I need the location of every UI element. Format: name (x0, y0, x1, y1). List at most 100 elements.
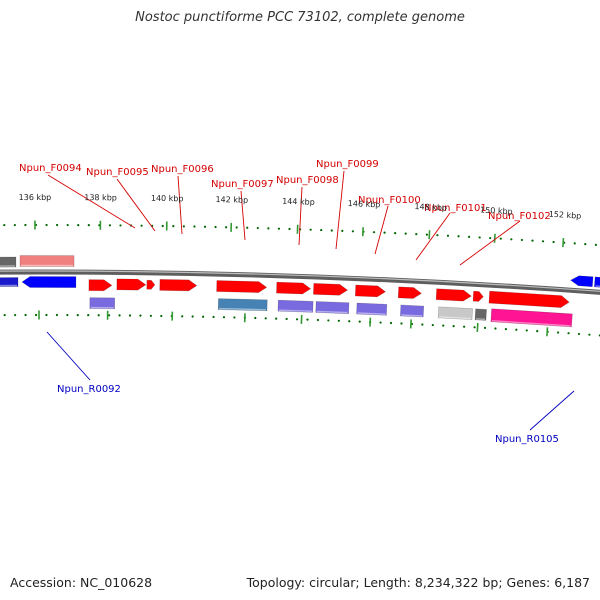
feature-steelblue (217, 298, 268, 312)
minor-tick (3, 313, 6, 317)
minor-tick (541, 240, 545, 243)
callout-line-F0100 (374, 205, 389, 255)
minor-tick (140, 224, 143, 227)
minor-tick (55, 313, 59, 317)
genome-backbone (0, 269, 600, 295)
minor-tick (139, 314, 142, 317)
major-tick (476, 322, 479, 333)
minor-tick (225, 226, 228, 229)
cds-F0097 (216, 280, 268, 293)
gene-label-F0094: Npun_F0094 (19, 163, 82, 174)
scale-label-138kbp: 138 kbp (84, 193, 117, 202)
minor-tick (520, 238, 524, 242)
gene-label-F0096: Npun_F0096 (151, 164, 214, 175)
minor-tick (404, 232, 407, 235)
minor-tick (588, 333, 591, 336)
minor-tick (288, 227, 291, 231)
scale-label-146kbp: 146 kbp (348, 199, 381, 209)
minor-tick (203, 225, 207, 228)
feature-right-blue-2 (594, 276, 600, 288)
minor-tick (24, 313, 27, 317)
feature-purple-2-shine (278, 309, 312, 313)
cds-F0101 (397, 286, 422, 299)
gene-callouts: Npun_F0094 Npun_F0095 Npun_F0096 Npun_F0097… (19, 159, 575, 445)
minor-tick (14, 313, 17, 317)
callout-line-F0102 (459, 220, 521, 266)
callout-line-R0105 (529, 390, 575, 431)
minor-tick (473, 326, 476, 329)
minor-tick (233, 316, 236, 319)
minor-tick (457, 235, 460, 238)
minor-tick (128, 314, 132, 317)
minor-tick (337, 319, 340, 322)
minor-tick (421, 323, 424, 326)
minor-tick (3, 223, 6, 227)
minor-tick (400, 322, 403, 325)
scale-label-140kbp: 140 kbp (151, 194, 184, 204)
outer-tick-track (3, 310, 600, 337)
callout-line-F0101 (415, 212, 451, 261)
minor-tick (309, 228, 312, 231)
feature-purple-5-shine (401, 314, 423, 317)
minor-tick (277, 227, 281, 230)
minor-tick (372, 231, 376, 234)
callout-line-F0095 (116, 178, 156, 232)
callout-line-F0098 (298, 186, 303, 246)
minor-tick (256, 226, 259, 230)
map-title: Nostoc punctiforme PCC 73102, complete g… (135, 10, 465, 25)
feature-left-grey (0, 256, 17, 268)
cds-F0100 (354, 284, 386, 298)
cds-F0102 (488, 290, 570, 308)
minor-tick (222, 316, 226, 319)
minor-tick (172, 225, 175, 228)
minor-tick (201, 315, 205, 318)
topology-summary: Topology: circular; Length: 8,234,322 bp… (246, 575, 590, 590)
cds-F0099 (313, 283, 349, 296)
cds-F0095 (116, 278, 147, 291)
minor-tick (161, 224, 164, 228)
feature-purple-3-shine (316, 310, 348, 314)
feature-darkgrey-shine (476, 318, 486, 321)
minor-tick (254, 316, 257, 320)
minor-tick (246, 226, 249, 229)
callout-line-F0097 (240, 190, 246, 241)
minor-tick (108, 224, 112, 227)
minor-tick (212, 315, 215, 319)
accession-text: Accession: NC_010628 (10, 575, 153, 590)
gene-label-F0098: Npun_F0098 (276, 175, 339, 186)
gene-label-F0101: Npun_F0101 (424, 203, 487, 214)
minor-tick (181, 315, 184, 318)
minor-tick (525, 329, 528, 332)
minor-tick (191, 315, 194, 318)
inner-tick-track (3, 220, 597, 248)
scale-label-136kbp: 136 kbp (19, 193, 52, 202)
minor-tick (306, 318, 309, 321)
minor-tick (182, 225, 185, 228)
minor-tick (264, 317, 267, 320)
minor-tick (275, 317, 278, 320)
minor-tick (77, 223, 80, 227)
gene-label-F0099: Npun_F0099 (316, 159, 379, 170)
backbone-highlight (0, 270, 600, 292)
cds-F0098 (276, 281, 312, 295)
minor-tick (431, 323, 434, 327)
feature-lightgrey (437, 306, 473, 320)
gene-label-F0097: Npun_F0097 (211, 179, 274, 190)
minor-tick (285, 317, 288, 321)
cds-F0096 (159, 279, 198, 292)
backbone-arc (0, 269, 600, 295)
feature-purple-3 (315, 301, 350, 315)
minor-tick (415, 233, 418, 236)
minor-tick (327, 319, 330, 322)
minor-tick (13, 223, 16, 227)
feature-magenta-shine (491, 320, 571, 327)
minor-tick (504, 328, 507, 331)
gene-label-R0092: Npun_R0092 (57, 384, 121, 395)
feature-left-blue-arrow (21, 276, 77, 288)
minor-tick (389, 321, 393, 325)
feature-left-pink (19, 255, 75, 267)
minor-tick (330, 229, 333, 232)
feature-purple-1 (89, 297, 116, 310)
feature-darkgrey (474, 308, 487, 321)
